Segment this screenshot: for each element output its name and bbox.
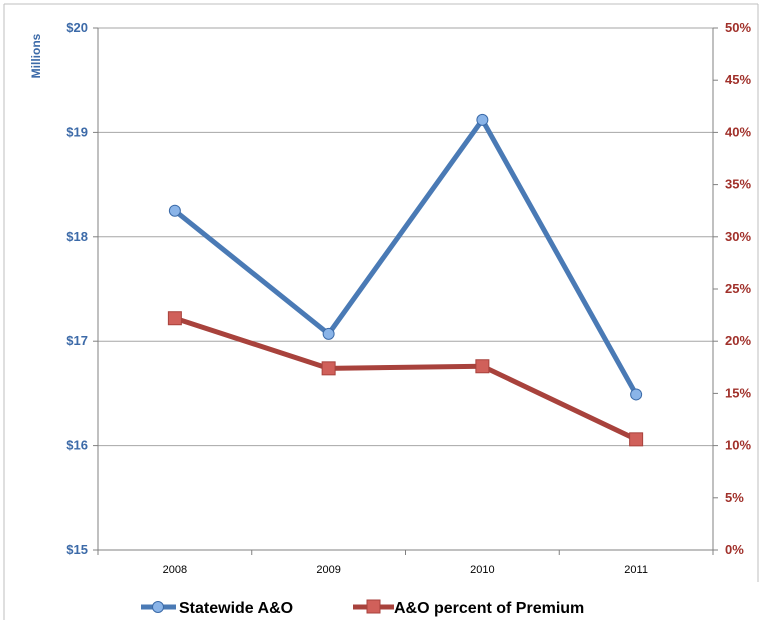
right-tick-label: 35% bbox=[725, 177, 751, 192]
axes bbox=[97, 28, 714, 551]
right-tick-label: 5% bbox=[725, 490, 744, 505]
legend-item-percent: A&O percent of Premium bbox=[353, 599, 584, 617]
legend-swatch-marker bbox=[152, 601, 164, 613]
data-point bbox=[321, 361, 336, 376]
left-tick-label: $20 bbox=[66, 20, 88, 35]
x-axis-ticks: 2008 2009 2010 2011 bbox=[97, 550, 714, 576]
series bbox=[167, 113, 644, 447]
left-axis-unit-label: Millions bbox=[29, 33, 43, 78]
chart-frame bbox=[3, 3, 759, 620]
series-statewide bbox=[168, 113, 643, 401]
legend-item-statewide: Statewide A&O bbox=[141, 600, 293, 617]
right-tick-label: 20% bbox=[725, 333, 751, 348]
legend-label-statewide: Statewide A&O bbox=[179, 600, 293, 617]
data-point bbox=[167, 311, 182, 326]
data-point bbox=[168, 204, 181, 217]
left-tick-label: $18 bbox=[66, 229, 88, 244]
data-point bbox=[630, 388, 643, 401]
data-point bbox=[475, 359, 490, 374]
left-tick-label: $19 bbox=[66, 124, 88, 139]
x-tick-label: 2011 bbox=[624, 564, 648, 576]
right-tick-label: 0% bbox=[725, 542, 744, 557]
left-tick-label: $16 bbox=[66, 438, 88, 453]
series-line bbox=[172, 117, 639, 397]
gridlines bbox=[98, 27, 713, 551]
legend-label-percent: A&O percent of Premium bbox=[394, 600, 584, 617]
left-axis-ticks: $15 $16 $17 $18 $19 $20 bbox=[66, 20, 98, 557]
series-percent bbox=[167, 311, 644, 447]
left-tick-label: $17 bbox=[66, 333, 88, 348]
right-tick-label: 25% bbox=[725, 281, 751, 296]
series-line bbox=[172, 315, 639, 442]
right-axis-ticks: 0% 5% 10% 15% 20% 25% 30% 35% 40% 45% 50% bbox=[713, 20, 751, 557]
x-tick-label: 2009 bbox=[316, 564, 340, 576]
right-tick-label: 45% bbox=[725, 72, 751, 87]
data-point bbox=[629, 432, 644, 447]
data-point bbox=[322, 327, 335, 340]
right-tick-label: 40% bbox=[725, 124, 751, 139]
legend-swatch-marker bbox=[366, 599, 381, 614]
left-tick-label: $15 bbox=[66, 542, 88, 557]
x-tick-label: 2008 bbox=[163, 564, 187, 576]
data-point bbox=[476, 113, 489, 126]
legend: Statewide A&O A&O percent of Premium bbox=[141, 599, 584, 617]
right-tick-label: 50% bbox=[725, 20, 751, 35]
right-tick-label: 30% bbox=[725, 229, 751, 244]
x-tick-label: 2010 bbox=[470, 564, 494, 576]
right-tick-label: 15% bbox=[725, 385, 751, 400]
right-tick-label: 10% bbox=[725, 438, 751, 453]
